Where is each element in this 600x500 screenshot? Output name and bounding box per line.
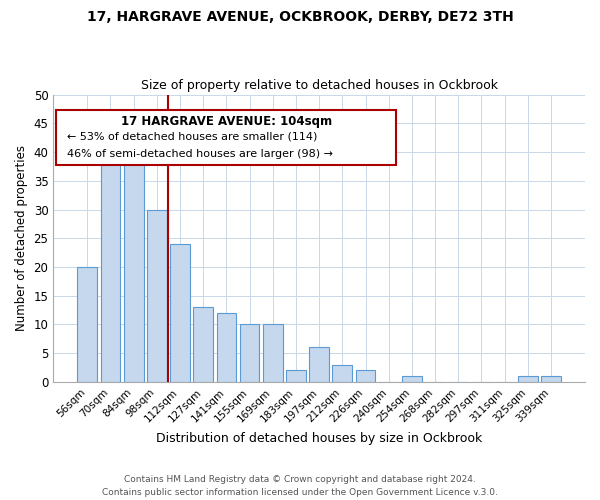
Text: Contains public sector information licensed under the Open Government Licence v.: Contains public sector information licen… (102, 488, 498, 497)
Bar (240, 324, 259, 382)
Title: Size of property relative to detached houses in Ockbrook: Size of property relative to detached ho… (140, 79, 497, 92)
Bar (309, 348, 329, 382)
Bar (263, 324, 283, 382)
Bar (402, 376, 422, 382)
Bar (124, 164, 143, 382)
Bar (356, 370, 376, 382)
Text: Contains HM Land Registry data © Crown copyright and database right 2024.: Contains HM Land Registry data © Crown c… (124, 476, 476, 484)
Bar (217, 313, 236, 382)
Bar (77, 267, 97, 382)
Bar (541, 376, 561, 382)
Bar (170, 244, 190, 382)
Bar (286, 370, 306, 382)
Bar (101, 140, 121, 382)
Bar (147, 210, 167, 382)
Bar (332, 364, 352, 382)
Y-axis label: Number of detached properties: Number of detached properties (15, 146, 28, 332)
Text: 46% of semi-detached houses are larger (98) →: 46% of semi-detached houses are larger (… (67, 149, 332, 159)
FancyBboxPatch shape (56, 110, 396, 165)
X-axis label: Distribution of detached houses by size in Ockbrook: Distribution of detached houses by size … (156, 432, 482, 445)
Bar (518, 376, 538, 382)
Text: 17, HARGRAVE AVENUE, OCKBROOK, DERBY, DE72 3TH: 17, HARGRAVE AVENUE, OCKBROOK, DERBY, DE… (86, 10, 514, 24)
Text: 17 HARGRAVE AVENUE: 104sqm: 17 HARGRAVE AVENUE: 104sqm (121, 114, 332, 128)
Bar (193, 307, 213, 382)
Text: ← 53% of detached houses are smaller (114): ← 53% of detached houses are smaller (11… (67, 132, 317, 141)
